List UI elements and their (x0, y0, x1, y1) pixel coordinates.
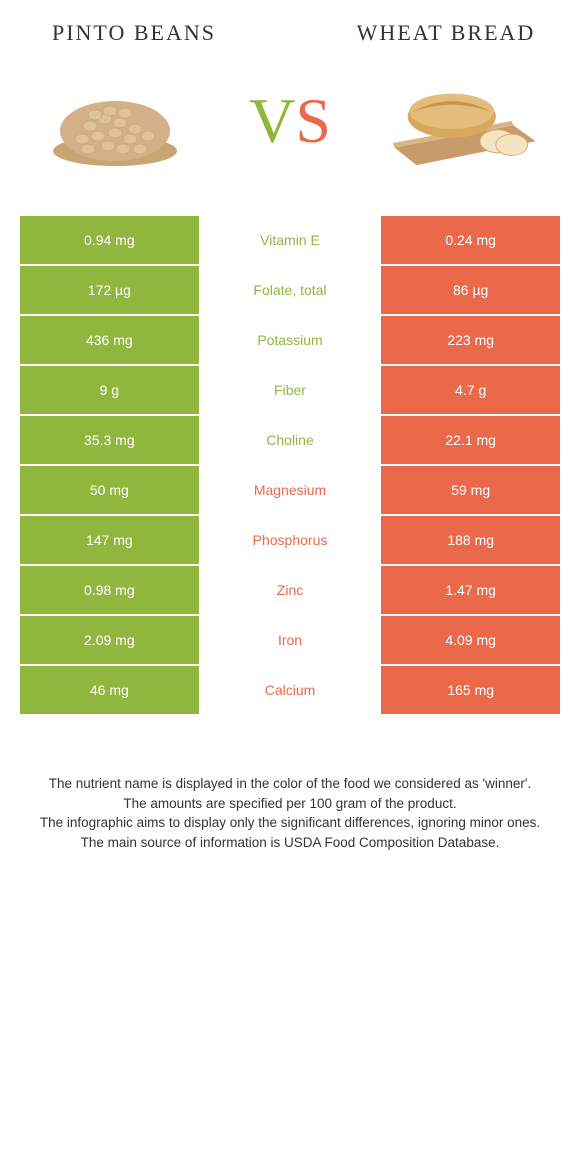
right-value: 4.09 mg (381, 616, 560, 664)
table-row: 2.09 mgIron4.09 mg (20, 616, 560, 664)
left-value: 436 mg (20, 316, 199, 364)
right-value: 165 mg (381, 666, 560, 714)
right-value: 1.47 mg (381, 566, 560, 614)
vs-row: VS (20, 66, 560, 176)
left-value: 50 mg (20, 466, 199, 514)
nutrient-label: Vitamin E (201, 216, 380, 264)
nutrient-label: Potassium (201, 316, 380, 364)
left-value: 35.3 mg (20, 416, 199, 464)
vs-v: V (249, 85, 295, 156)
vs-s: S (295, 85, 331, 156)
footnote-line: The infographic aims to display only the… (30, 813, 550, 833)
right-value: 22.1 mg (381, 416, 560, 464)
right-value: 223 mg (381, 316, 560, 364)
left-value: 0.98 mg (20, 566, 199, 614)
vs-label: VS (249, 84, 331, 158)
left-value: 172 µg (20, 266, 199, 314)
right-value: 59 mg (381, 466, 560, 514)
table-row: 9 gFiber4.7 g (20, 366, 560, 414)
left-value: 147 mg (20, 516, 199, 564)
nutrient-label: Calcium (201, 666, 380, 714)
nutrient-label: Magnesium (201, 466, 380, 514)
table-row: 436 mgPotassium223 mg (20, 316, 560, 364)
right-value: 0.24 mg (381, 216, 560, 264)
nutrient-label: Phosphorus (201, 516, 380, 564)
right-food-title: WHEAT BREAD (342, 20, 550, 46)
left-value: 9 g (20, 366, 199, 414)
footnote-line: The main source of information is USDA F… (30, 833, 550, 853)
left-food-image (40, 66, 190, 176)
right-value: 86 µg (381, 266, 560, 314)
header-row: PINTO BEANS WHEAT BREAD (20, 20, 560, 46)
footnote-line: The nutrient name is displayed in the co… (30, 774, 550, 794)
comparison-table: 0.94 mgVitamin E0.24 mg172 µgFolate, tot… (20, 216, 560, 714)
table-row: 46 mgCalcium165 mg (20, 666, 560, 714)
nutrient-label: Folate, total (201, 266, 380, 314)
table-row: 147 mgPhosphorus188 mg (20, 516, 560, 564)
footnote-line: The amounts are specified per 100 gram o… (30, 794, 550, 814)
nutrient-label: Zinc (201, 566, 380, 614)
nutrient-label: Choline (201, 416, 380, 464)
nutrient-label: Iron (201, 616, 380, 664)
footnotes: The nutrient name is displayed in the co… (20, 774, 560, 852)
left-value: 0.94 mg (20, 216, 199, 264)
table-row: 0.98 mgZinc1.47 mg (20, 566, 560, 614)
left-food-title: PINTO BEANS (30, 20, 238, 46)
table-row: 50 mgMagnesium59 mg (20, 466, 560, 514)
table-row: 172 µgFolate, total86 µg (20, 266, 560, 314)
right-value: 4.7 g (381, 366, 560, 414)
left-value: 46 mg (20, 666, 199, 714)
table-row: 35.3 mgCholine22.1 mg (20, 416, 560, 464)
nutrient-label: Fiber (201, 366, 380, 414)
left-value: 2.09 mg (20, 616, 199, 664)
table-row: 0.94 mgVitamin E0.24 mg (20, 216, 560, 264)
right-value: 188 mg (381, 516, 560, 564)
right-food-image (390, 66, 540, 176)
